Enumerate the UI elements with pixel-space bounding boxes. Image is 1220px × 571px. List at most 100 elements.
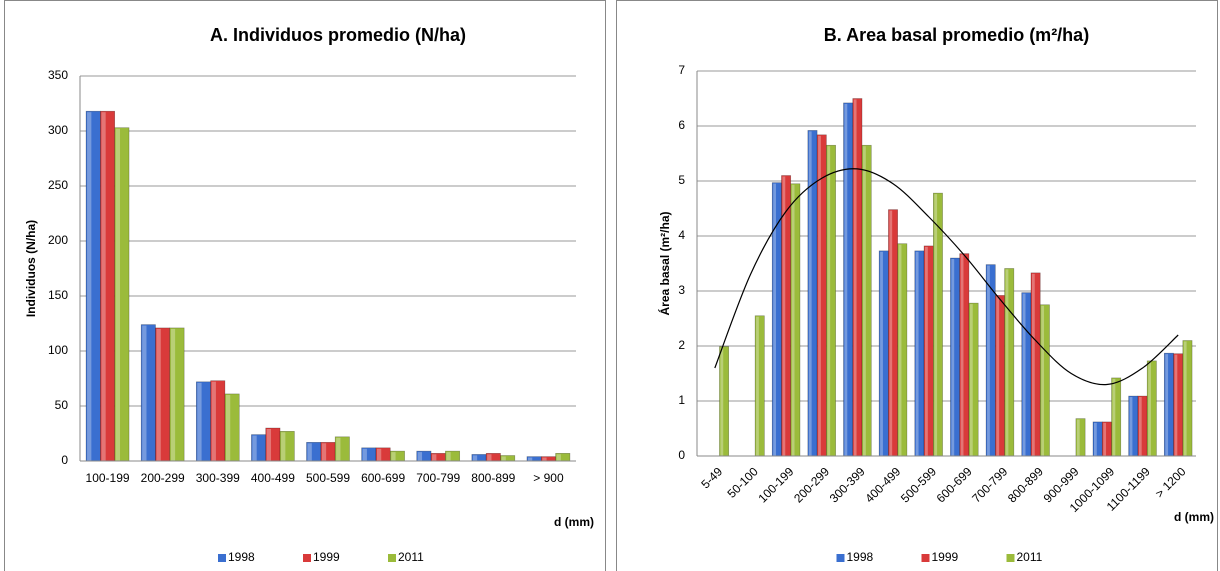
y-tick-label: 1 [678,393,685,407]
bar-highlight [773,183,776,456]
bar-highlight [87,112,92,461]
bar-highlight [969,304,973,456]
bar-highlight [915,251,919,456]
trend-line [714,168,1179,386]
legend-label: 1998 [847,550,874,564]
legend-label: 2011 [1017,550,1043,564]
bar-highlight [1174,354,1178,456]
legend-swatch [218,554,226,562]
bar-highlight [756,316,759,456]
bar-highlight [321,443,327,461]
y-tick-label: 2 [678,338,685,352]
bar-highlight [1103,422,1107,456]
bar-highlight [889,210,893,456]
chart-b: B. Area basal promedio (m²/ha) Área basal… [616,0,1218,571]
y-tick-label: 6 [678,118,685,132]
legend-label: 1999 [932,550,959,564]
bar-highlight [1022,293,1026,456]
bar-highlight [951,259,955,456]
x-tick-label: > 900 [533,471,564,485]
bar-highlight [827,146,831,456]
y-tick-label: 0 [61,453,68,467]
bar-highlight [391,452,396,461]
bar-highlight [487,454,492,461]
y-tick-label: 0 [678,448,685,462]
x-tick-label: 400-499 [251,471,295,485]
bar-highlight [1076,419,1080,456]
y-axis-title: Individuos (N/ha) [24,220,38,317]
bar-highlight [925,246,928,456]
y-tick-label: 50 [55,398,69,412]
bar-highlight [266,429,272,461]
y-tick-label: 350 [48,68,68,82]
x-tick-label: 200-299 [141,471,185,485]
x-tick-label: 800-899 [471,471,515,485]
bar-highlight [446,452,451,461]
bar-highlight [934,194,938,456]
bar-highlight [170,328,176,461]
bar-highlight [987,265,990,456]
bar-highlight [898,244,902,456]
bar-highlight [1183,341,1187,456]
y-tick-label: 150 [48,288,68,302]
bar-highlight [818,135,821,457]
bar-highlight [556,454,561,461]
bar-highlight [472,455,478,461]
bar-highlight [1112,378,1116,456]
y-tick-label: 200 [48,233,68,247]
bar-highlight [417,452,423,461]
bar-highlight [362,448,367,461]
bar-highlight [225,394,231,461]
chart-a: A. Individuos promedio (N/ha) Individuos … [4,0,606,571]
legend-swatch [388,554,396,562]
bar-highlight [336,437,341,461]
x-tick-label: 100-199 [86,471,130,485]
bar-highlight [791,184,795,456]
y-tick-label: 100 [48,343,68,357]
bar-highlight [1138,397,1142,456]
bar-highlight [996,296,1000,456]
bar-highlight [844,103,848,457]
bar-highlight [720,347,724,456]
legend-label: 1999 [313,550,340,564]
bar-highlight [307,443,312,461]
bar-highlight [1031,273,1035,456]
bar-highlight [156,328,161,461]
bar-highlight [115,128,121,461]
bar-highlight [101,112,106,461]
bar-highlight [1148,361,1151,456]
bar-highlight [960,254,964,456]
legend-swatch [836,554,845,562]
x-tick-label: 700-799 [416,471,460,485]
bar-highlight [1129,397,1133,456]
legend-swatch [303,554,311,562]
y-tick-label: 250 [48,178,68,192]
bar-highlight [853,99,857,456]
chart-title: A. Individuos promedio (N/ha) [210,25,466,45]
bar-highlight [1041,305,1045,456]
y-tick-label: 5 [678,173,685,187]
bar-highlight [542,457,547,461]
y-tick-label: 3 [678,283,685,297]
chart-title: B. Area basal promedio (m²/ha) [824,25,1089,45]
bar-highlight [142,325,147,461]
y-tick-label: 300 [48,123,68,137]
bar-highlight [211,381,216,461]
bar-highlight [1165,354,1169,456]
bar-highlight [863,146,866,456]
bar-highlight [782,176,786,456]
bar-highlight [527,457,533,461]
bar-highlight [1005,269,1009,456]
bar-highlight [808,131,812,456]
x-axis-title: d (mm) [1174,510,1214,524]
y-axis-title: Área basal (m²/ha) [657,211,672,315]
legend-swatch [921,554,930,562]
bar-highlight [197,382,202,461]
bar-highlight [1093,422,1097,456]
bar-highlight [252,435,257,461]
x-tick-label: 500-599 [306,471,350,485]
bar-highlight [880,251,883,456]
legend-label: 1998 [228,550,255,564]
legend-label: 2011 [398,550,424,564]
